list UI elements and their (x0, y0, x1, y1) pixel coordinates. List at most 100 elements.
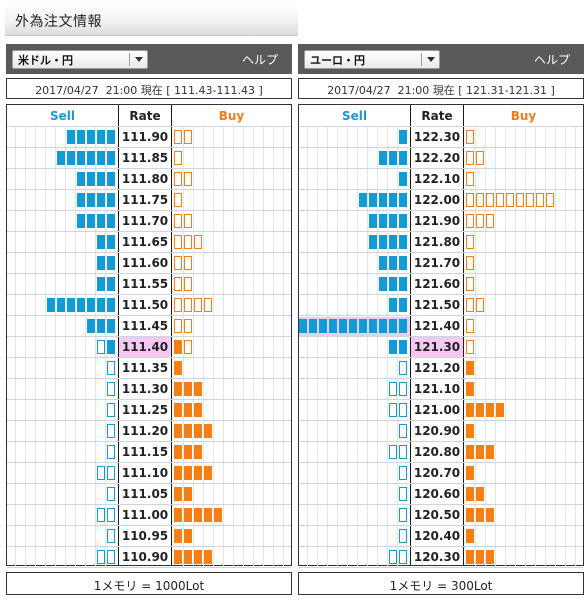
sell-order-mark (389, 256, 397, 270)
currency-pair-select[interactable]: ユーロ・円 (304, 50, 440, 69)
sell-position-mark (97, 466, 105, 480)
sell-position-mark (97, 340, 105, 354)
rate-cell: 121.90 (413, 214, 461, 228)
tick-gridline (377, 127, 378, 568)
sell-order-mark (369, 214, 377, 228)
rate-info-text: 2017/04/27 21:00 現在 [ 121.31-121.31 ] (327, 84, 555, 97)
tick-gridline (193, 127, 194, 568)
table-row: 111.55 (7, 274, 291, 295)
buy-position-mark (184, 424, 192, 438)
buy-order-mark (466, 319, 474, 333)
row-divider (299, 546, 583, 547)
sell-order-mark (97, 214, 105, 228)
sell-order-mark (87, 172, 95, 186)
tick-gridline (317, 127, 318, 568)
buy-position-mark (184, 382, 192, 396)
sell-position-mark (97, 550, 105, 564)
tick-gridline (75, 127, 76, 568)
sell-order-mark (379, 193, 387, 207)
tick-gridline (555, 127, 556, 568)
buy-position-mark (476, 487, 484, 501)
buy-order-mark (174, 277, 182, 291)
buy-order-mark (184, 340, 192, 354)
buy-position-mark (194, 508, 202, 522)
buy-order-mark (174, 130, 182, 144)
buy-position-mark (496, 403, 504, 417)
tick-gridline (535, 127, 536, 568)
table-row: 120.90 (299, 421, 583, 442)
sell-order-mark (399, 235, 407, 249)
rate-cell: 111.75 (121, 193, 169, 207)
row-divider (7, 210, 291, 211)
sell-order-mark (399, 256, 407, 270)
rate-cell: 120.80 (413, 445, 461, 459)
buy-order-mark (546, 193, 554, 207)
tick-gridline (213, 127, 214, 568)
sell-position-mark (399, 508, 407, 522)
tick-gridline (183, 127, 184, 568)
row-divider (7, 126, 291, 127)
table-row: 121.90 (299, 211, 583, 232)
buy-order-mark (476, 151, 484, 165)
table-row: 120.40 (299, 526, 583, 547)
sell-position-mark (107, 403, 115, 417)
row-divider (299, 483, 583, 484)
buy-position-mark (184, 550, 192, 564)
help-link[interactable]: ヘルプ (533, 53, 570, 67)
sell-order-mark (379, 214, 387, 228)
sell-position-mark (399, 529, 407, 543)
table-row: 111.60 (7, 253, 291, 274)
buy-order-mark (184, 256, 192, 270)
table-row: 120.50 (299, 505, 583, 526)
chevron-down-icon[interactable] (135, 57, 143, 62)
table-row: 121.10 (299, 379, 583, 400)
sell-position-mark (399, 403, 407, 417)
row-divider (299, 168, 583, 169)
tick-gridline (233, 127, 234, 568)
buy-position-mark (184, 466, 192, 480)
sell-order-mark (359, 193, 367, 207)
buy-order-mark (174, 256, 182, 270)
buy-order-mark (506, 193, 514, 207)
buy-position-mark (174, 466, 182, 480)
sell-order-mark (77, 172, 85, 186)
currency-pair-select[interactable]: 米ドル・円 (12, 50, 148, 69)
rate-cell: 111.90 (121, 130, 169, 144)
rate-cell: 111.30 (121, 382, 169, 396)
tick-gridline (55, 127, 56, 568)
rate-info-text: 2017/04/27 21:00 現在 [ 111.43-111.43 ] (35, 84, 263, 97)
chevron-down-icon[interactable] (427, 57, 435, 62)
buy-order-mark (466, 340, 474, 354)
buy-order-mark (174, 235, 182, 249)
buy-order-mark (184, 130, 192, 144)
buy-position-mark (174, 508, 182, 522)
row-divider (299, 126, 583, 127)
rate-cell: 122.00 (413, 193, 461, 207)
dropdown-divider (129, 53, 130, 66)
sell-order-mark (379, 319, 387, 333)
page-title: 外為注文情報 (15, 14, 102, 30)
buy-order-mark (194, 298, 202, 312)
buy-position-mark (174, 487, 182, 501)
sell-order-mark (87, 151, 95, 165)
row-divider (299, 189, 583, 190)
buy-order-mark (466, 172, 474, 186)
row-divider (299, 273, 583, 274)
rate-cell: 111.05 (121, 487, 169, 501)
row-divider (7, 567, 291, 568)
row-divider (299, 504, 583, 505)
rate-cell: 111.25 (121, 403, 169, 417)
sell-position-mark (107, 424, 115, 438)
buy-position-mark (476, 403, 484, 417)
help-link[interactable]: ヘルプ (241, 53, 278, 67)
table-row: 111.85 (7, 148, 291, 169)
table-row: 121.30 (299, 337, 583, 358)
sell-position-mark (389, 550, 397, 564)
rate-cell: 111.35 (121, 361, 169, 375)
rate-cell: 111.20 (121, 424, 169, 438)
scale-legend: 1メモリ = 300Lot (298, 572, 584, 595)
table-row: 111.75 (7, 190, 291, 211)
sell-order-mark (97, 193, 105, 207)
tick-gridline (45, 127, 46, 568)
sell-order-mark (319, 319, 327, 333)
